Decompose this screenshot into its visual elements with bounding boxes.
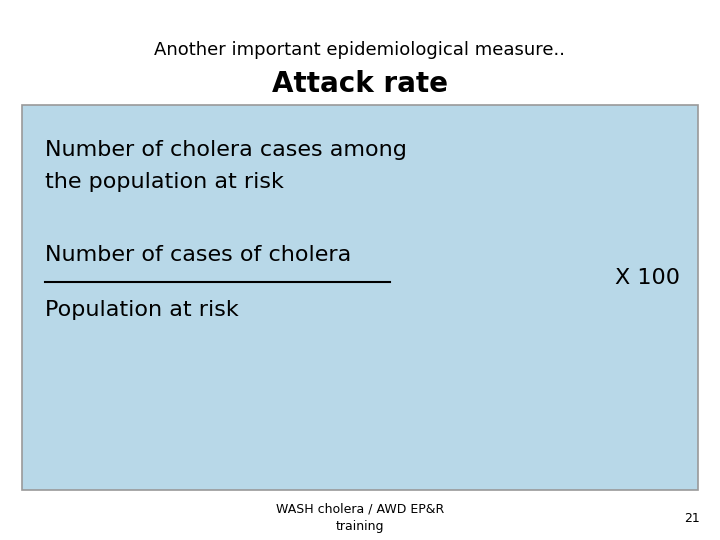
Text: X 100: X 100 (615, 268, 680, 288)
Text: WASH cholera / AWD EP&R
training: WASH cholera / AWD EP&R training (276, 503, 444, 533)
FancyBboxPatch shape (22, 105, 698, 490)
Text: Population at risk: Population at risk (45, 300, 239, 320)
Text: Number of cholera cases among: Number of cholera cases among (45, 140, 407, 160)
Text: the population at risk: the population at risk (45, 172, 284, 192)
Text: 21: 21 (684, 511, 700, 524)
Text: Attack rate: Attack rate (272, 70, 448, 98)
Text: Number of cases of cholera: Number of cases of cholera (45, 245, 351, 265)
Text: Another important epidemiological measure..: Another important epidemiological measur… (155, 41, 565, 59)
